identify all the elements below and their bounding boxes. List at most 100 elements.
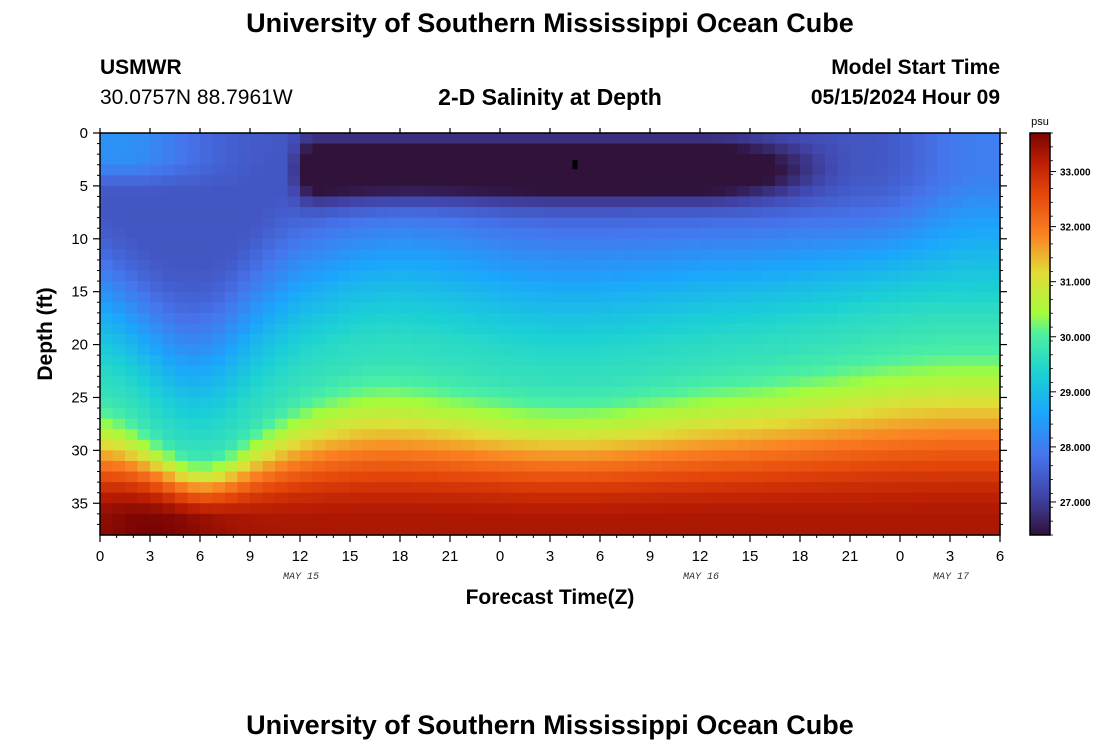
heat-cell [375,334,389,346]
heat-cell [550,228,564,240]
heat-cell [287,196,301,208]
heat-cell [412,185,426,198]
heat-cell [262,302,276,314]
heat-cell [475,196,489,208]
heat-cell [250,238,264,250]
heat-cell [475,397,489,409]
heat-cell [500,503,514,515]
heat-cell [387,471,401,483]
heat-cell [900,450,914,462]
heat-cell [112,460,126,473]
heat-cell [987,323,1001,335]
heat-cell [762,291,776,303]
heat-cell [900,397,914,409]
heat-cell [237,281,251,293]
heat-cell [312,143,326,155]
heat-cell [687,355,701,367]
heat-cell [637,164,651,176]
heat-cell [937,471,951,483]
heat-cell [125,524,139,536]
heat-cell [100,238,114,250]
heat-cell [162,323,176,335]
heat-cell [812,154,826,166]
heat-cell [425,397,439,409]
heat-cell [862,460,876,473]
heat-cell [587,323,601,335]
heat-cell [775,312,789,325]
heat-cell [750,217,764,229]
heat-cell [412,355,426,367]
heat-cell [325,439,339,451]
heat-cell [950,334,964,346]
heat-cell [487,143,501,155]
heat-cell [762,429,776,441]
heat-cell [875,281,889,293]
heat-cell [475,291,489,303]
heat-cell [100,418,114,430]
heat-cell [887,270,901,282]
heat-cell [537,365,551,377]
heat-cell [662,344,676,356]
heat-cell [262,323,276,335]
heat-cell [725,524,739,536]
heat-cell [175,154,189,166]
heat-cell [387,482,401,494]
heat-cell [600,249,614,261]
heat-cell [737,228,751,240]
heat-cell [387,450,401,462]
heat-cell [337,291,351,303]
heat-cell [762,281,776,293]
heat-cell [600,270,614,282]
heat-cell [650,460,664,473]
heat-cell [337,355,351,367]
heat-cell [800,397,814,409]
heat-cell [775,513,789,526]
heat-cell [300,460,314,473]
heat-cell [412,513,426,526]
heat-cell [375,259,389,272]
heat-cell [762,344,776,356]
heat-cell [187,259,201,272]
heat-cell [975,259,989,272]
heat-cell [437,503,451,515]
heat-cell [537,471,551,483]
heat-cell [475,492,489,504]
heat-cell [987,492,1001,504]
heat-cell [312,323,326,335]
heat-cell [812,291,826,303]
heat-cell [812,524,826,536]
heat-cell [475,503,489,515]
heat-cell [375,281,389,293]
heat-cell [462,386,476,399]
heat-cell [137,439,151,451]
heat-cell [175,418,189,430]
heat-cell [312,185,326,198]
heat-cell [962,355,976,367]
heat-cell [450,355,464,367]
heat-cell [925,249,939,261]
heat-cell [712,185,726,198]
heat-cell [137,482,151,494]
heat-cell [825,429,839,441]
heat-cell [712,365,726,377]
heat-cell [775,386,789,399]
heat-cell [187,154,201,166]
heat-cell [100,323,114,335]
heat-cell [912,439,926,451]
heat-cell [112,429,126,441]
heat-cell [237,429,251,441]
heat-cell [325,154,339,166]
heat-cell [350,450,364,462]
heat-cell [625,482,639,494]
heat-cell [100,524,114,536]
heat-cell [600,334,614,346]
heat-cell [637,355,651,367]
heat-cell [825,302,839,314]
heat-cell [875,249,889,261]
heat-cell [425,196,439,208]
heat-cell [187,217,201,229]
heat-cell [312,513,326,526]
heat-cell [375,397,389,409]
heat-cell [112,302,126,314]
heat-cell [475,228,489,240]
